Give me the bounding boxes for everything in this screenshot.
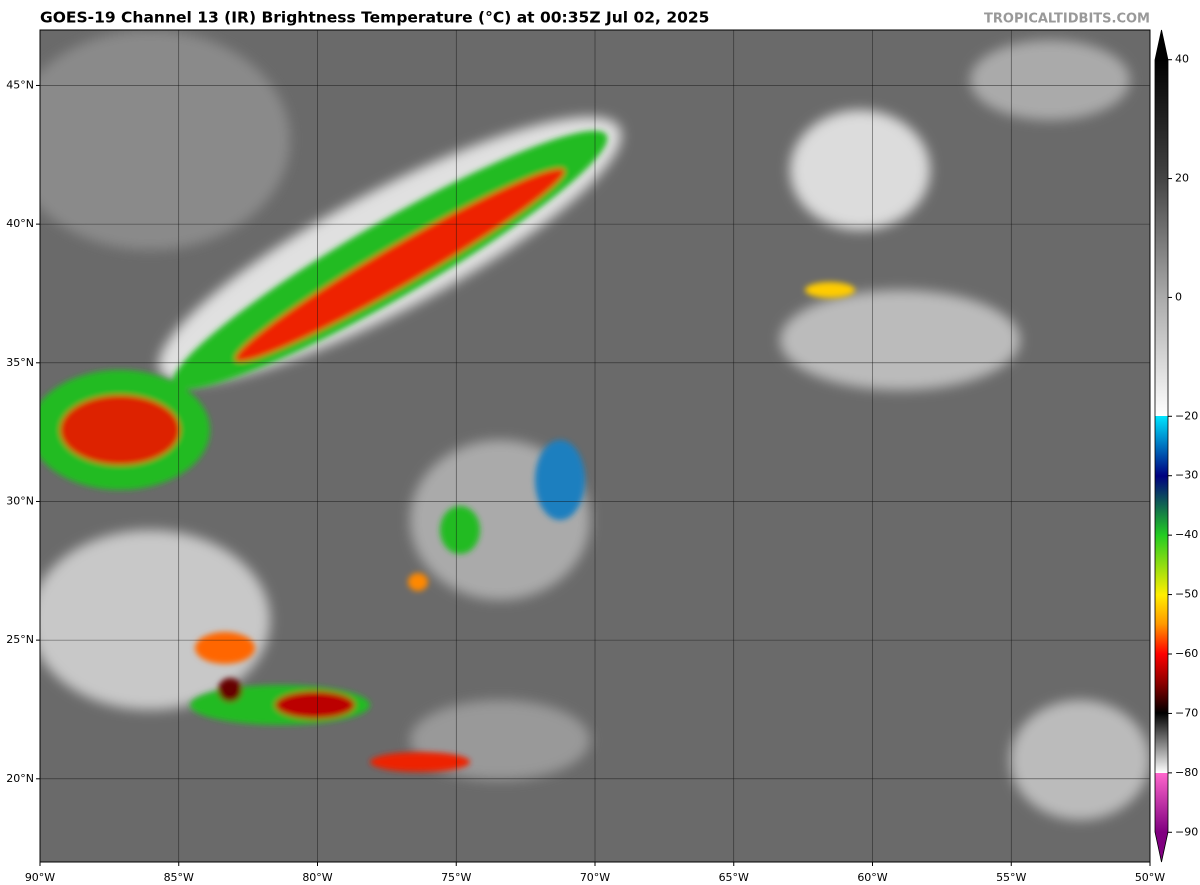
colorbar [1154,29,1169,863]
lat-tick-label: 30°N [6,494,34,507]
colorbar-tick-label: 20 [1175,172,1189,185]
lat-tick-label: 40°N [6,217,34,230]
title: GOES-19 Channel 13 (IR) Brightness Tempe… [40,9,709,27]
lon-tick-label: 80°W [302,871,332,884]
lon-tick-label: 50°W [1135,871,1165,884]
lat-tick-label: 20°N [6,772,34,785]
colorbar-tick-label: −60 [1175,647,1198,660]
colorbar-tick-label: −90 [1175,825,1198,838]
colorbar-tick-label: −80 [1175,766,1198,779]
colorbar-tick-label: −40 [1175,528,1198,541]
lon-tick-label: 55°W [996,871,1026,884]
colorbar-tick-label: −20 [1175,409,1198,422]
colorbar-tick-label: 0 [1175,290,1182,303]
satellite-image [40,30,1150,862]
lat-tick-label: 45°N [6,78,34,91]
lon-tick-label: 75°W [441,871,471,884]
colorbar-tick-label: −30 [1175,469,1198,482]
lon-tick-label: 90°W [25,871,55,884]
lat-tick-label: 35°N [6,356,34,369]
lon-tick-label: 60°W [857,871,887,884]
lon-tick-label: 65°W [719,871,749,884]
colorbar-tick-label: −70 [1175,706,1198,719]
watermark: TROPICALTIDBITS.COM [984,12,1150,27]
colorbar-tick-label: 40 [1175,53,1189,66]
colorbar-tick-label: −50 [1175,588,1198,601]
lat-tick-label: 25°N [6,633,34,646]
lon-tick-label: 85°W [164,871,194,884]
lon-tick-label: 70°W [580,871,610,884]
